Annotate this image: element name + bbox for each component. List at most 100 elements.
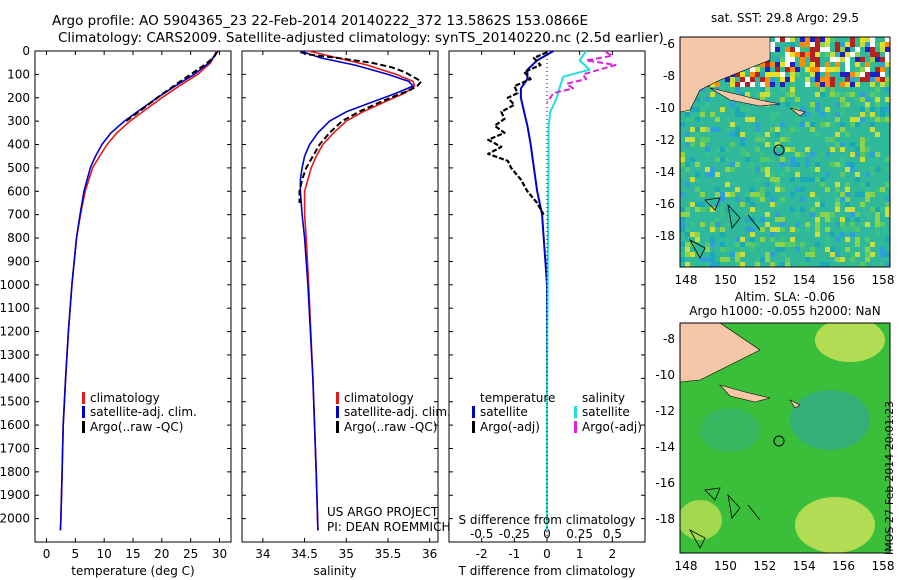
sst-map-cell xyxy=(870,67,875,72)
sst-map-cell xyxy=(755,257,760,262)
sst-map-cell xyxy=(880,207,885,212)
sst-map-cell xyxy=(815,232,820,237)
sst-map-cell xyxy=(850,37,855,42)
sst-map-cell xyxy=(865,222,870,227)
sst-map-cell xyxy=(735,107,740,112)
sst-map-cell xyxy=(840,92,845,97)
sst-map-cell xyxy=(845,237,850,242)
sst-map-cell xyxy=(795,187,800,192)
sst-map-cell xyxy=(795,217,800,222)
sst-map-cell xyxy=(725,117,730,122)
sst-map-cell xyxy=(880,112,885,117)
sst-map-cell xyxy=(845,52,850,57)
sst-map-cell xyxy=(880,47,885,52)
sst-map-cell xyxy=(770,227,775,232)
sst-map-cell xyxy=(760,197,765,202)
sst-map-cell xyxy=(815,37,820,42)
sst-map-cell xyxy=(775,227,780,232)
sst-map-cell xyxy=(865,157,870,162)
sst-map-cell xyxy=(850,82,855,87)
sst-map-cell xyxy=(780,137,785,142)
sst-map-cell xyxy=(805,67,810,72)
sst-map-cell xyxy=(825,257,830,262)
sst-map-cell xyxy=(820,37,825,42)
sst-map-cell xyxy=(870,52,875,57)
sst-map-cell xyxy=(700,142,705,147)
sst-map-cell xyxy=(790,207,795,212)
sst-map-cell xyxy=(705,147,710,152)
sst-map-cell xyxy=(845,167,850,172)
depth-tick-label: 2000 xyxy=(0,512,30,526)
sst-map-cell xyxy=(745,197,750,202)
sst-map-cell xyxy=(875,217,880,222)
sst-map-cell xyxy=(785,132,790,137)
sst-map-cell xyxy=(760,87,765,92)
sst-map-cell xyxy=(720,87,725,92)
sst-map-cell xyxy=(710,127,715,132)
sst-map-cell xyxy=(770,67,775,72)
sst-map-cell xyxy=(860,137,865,142)
sst-map-cell xyxy=(740,202,745,207)
sst-map-cell xyxy=(835,102,840,107)
sst-map-cell xyxy=(790,127,795,132)
sst-map-cell xyxy=(755,192,760,197)
sst-map-cell xyxy=(795,67,800,72)
depth-tick-label: 1900 xyxy=(0,488,30,502)
sst-map-cell xyxy=(765,222,770,227)
sla-map-land-islands xyxy=(719,384,801,409)
sst-map-cell xyxy=(885,52,890,57)
sst-map-cell xyxy=(870,92,875,97)
sst-map-cell xyxy=(870,207,875,212)
sst-map-cell xyxy=(885,47,890,52)
sst-map-cell xyxy=(725,222,730,227)
sst-map-cell xyxy=(680,217,685,222)
sst-map-cell xyxy=(730,162,735,167)
sst-map-cell xyxy=(750,237,755,242)
sst-map-cell xyxy=(810,42,815,47)
sst-map-cell xyxy=(875,132,880,137)
legend-label-satellite: satellite-adj. clim. xyxy=(90,405,197,419)
sst-map-lon-label: 150 xyxy=(714,273,737,287)
s-diff-tick-label: 0 xyxy=(543,527,551,541)
sst-map-cell xyxy=(885,107,890,112)
sst-map-cell xyxy=(870,122,875,127)
x-tick-label: 35 xyxy=(339,547,354,561)
sst-map-cell xyxy=(750,87,755,92)
sst-map-cell xyxy=(870,57,875,62)
sst-map-cell xyxy=(860,77,865,82)
sst-map-cell xyxy=(715,227,720,232)
sst-map-cell xyxy=(875,102,880,107)
sst-map-cell xyxy=(780,62,785,67)
sst-map-cell xyxy=(680,172,685,177)
sst-map-cell xyxy=(775,202,780,207)
sst-map-cell xyxy=(730,167,735,172)
sst-map-cell xyxy=(820,212,825,217)
sst-map-cell xyxy=(840,212,845,217)
sst-map-cell xyxy=(730,82,735,87)
sst-map-cell xyxy=(705,242,710,247)
sst-map-cell xyxy=(770,42,775,47)
sst-map-cell xyxy=(795,162,800,167)
sst-map-cell xyxy=(725,207,730,212)
x-tick-label: 35.5 xyxy=(375,547,402,561)
sst-map-cell xyxy=(805,72,810,77)
sst-map-cell xyxy=(790,222,795,227)
sst-map-cell xyxy=(775,207,780,212)
sst-map-cell xyxy=(865,112,870,117)
sla-map-lon-label: 154 xyxy=(793,559,816,573)
sst-map-cell xyxy=(765,67,770,72)
sst-map-cell xyxy=(800,187,805,192)
sst-map-cell xyxy=(765,142,770,147)
sst-map-cell xyxy=(795,152,800,157)
sst-map-cell xyxy=(680,257,685,262)
sst-map-cell xyxy=(810,252,815,257)
sst-map-cell xyxy=(835,207,840,212)
sst-map-cell xyxy=(740,262,745,267)
sst-map-cell xyxy=(855,227,860,232)
depth-tick-label: 200 xyxy=(7,91,30,105)
sst-map-lat-label: -18 xyxy=(655,229,675,243)
sst-map-cell xyxy=(820,52,825,57)
legend-swatch-satellite xyxy=(336,406,339,418)
x-tick-label: 10 xyxy=(97,547,112,561)
sst-map-cell xyxy=(845,82,850,87)
